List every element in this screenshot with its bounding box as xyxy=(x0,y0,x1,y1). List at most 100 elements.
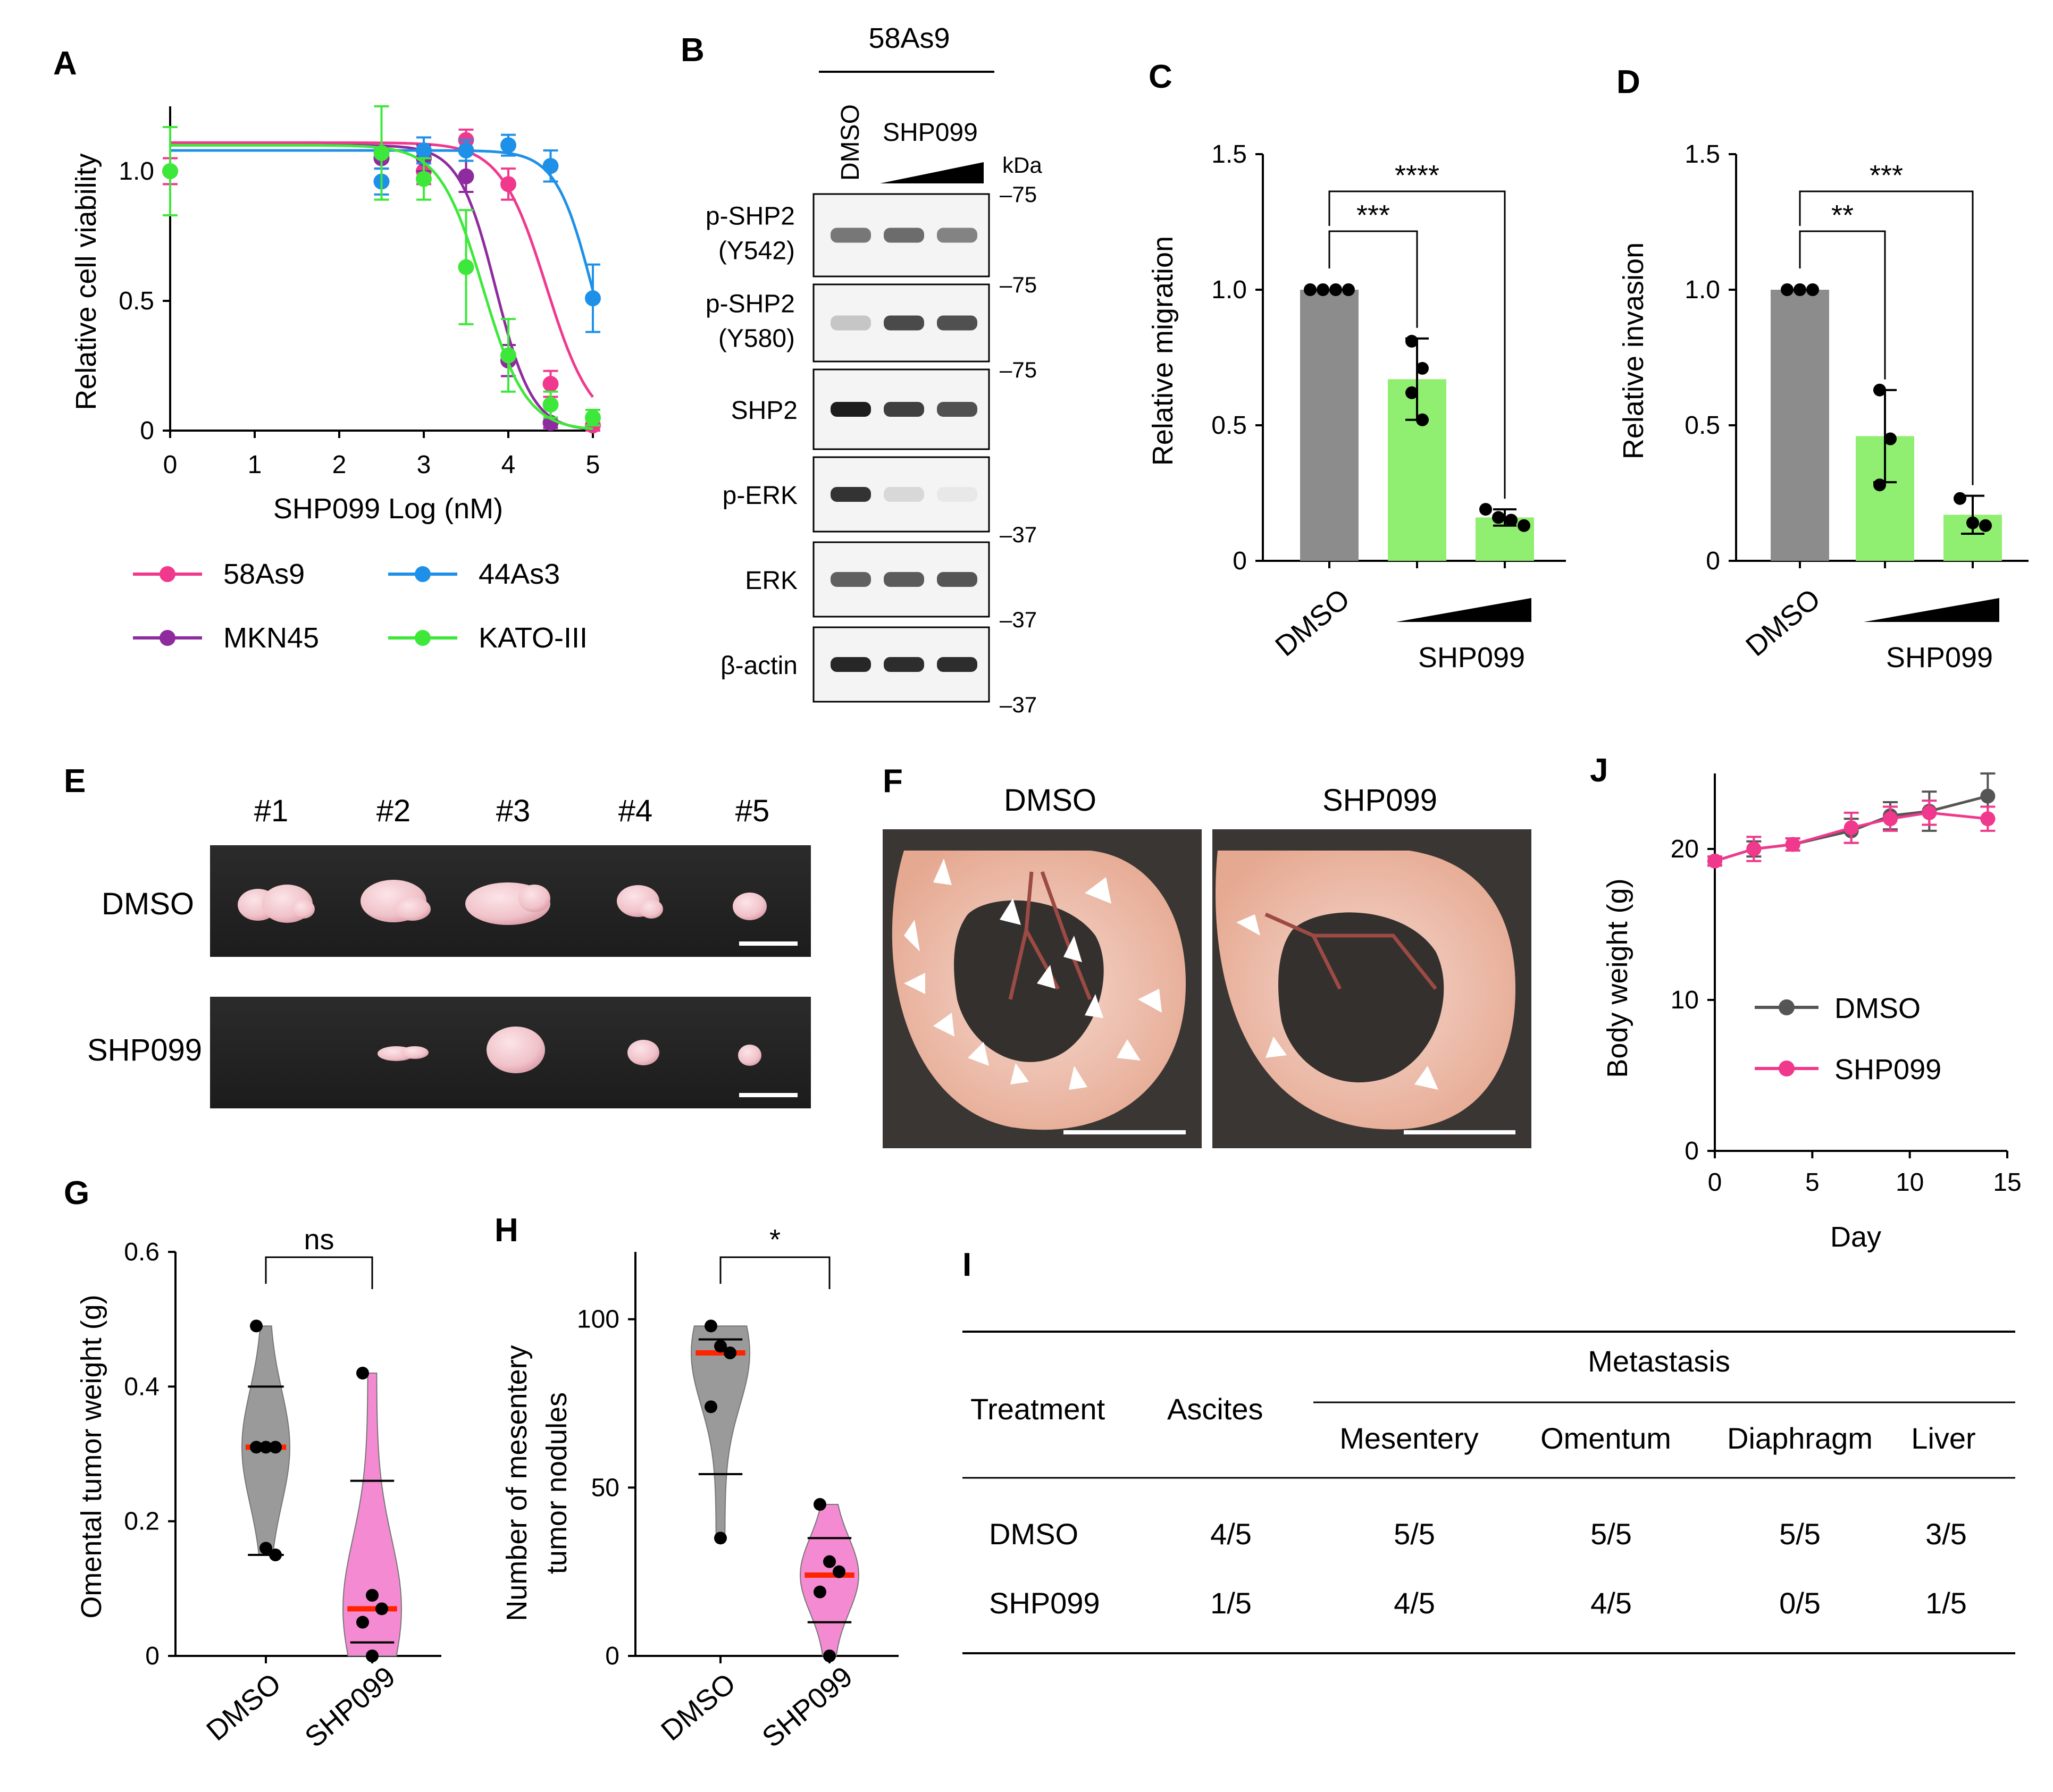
i-row1-liver: 3/5 xyxy=(1925,1517,1967,1551)
h-x-label: DMSO xyxy=(655,1667,742,1747)
g-data-point xyxy=(250,1441,263,1454)
c-sig-bracket xyxy=(1328,190,1506,499)
i-row1-diaphragm: 5/5 xyxy=(1779,1517,1821,1551)
a-data-point xyxy=(500,347,516,364)
j-x-axis-label: Day xyxy=(1830,1221,1881,1253)
b-band xyxy=(831,572,871,587)
d-x-label-dmso: DMSO xyxy=(1740,583,1826,662)
panel-label-g: G xyxy=(64,1175,89,1212)
b-kda-marker: –37 xyxy=(1000,522,1037,547)
c-bar xyxy=(1300,290,1359,561)
e-shp099-tumors xyxy=(378,1027,761,1073)
h-data-point xyxy=(814,1585,826,1599)
g-data-point xyxy=(356,1616,369,1629)
e-mouse-number: #1 xyxy=(254,794,289,828)
panel-label-c: C xyxy=(1149,58,1172,95)
c-sig-label: **** xyxy=(1395,159,1439,191)
j-legend-label: DMSO xyxy=(1834,992,1921,1024)
i-row2-mesentery: 4/5 xyxy=(1394,1586,1435,1620)
a-x-tick-label: 3 xyxy=(417,451,431,479)
d-sig-bracket xyxy=(1799,230,1886,380)
panel-label-f: F xyxy=(883,763,903,800)
e-row-shp099-label: SHP099 xyxy=(87,1033,202,1067)
a-x-tick-label: 2 xyxy=(332,451,347,479)
a-y-tick-label: 0.5 xyxy=(119,287,154,315)
b-band xyxy=(937,487,977,502)
i-header-treatment: Treatment xyxy=(970,1392,1105,1426)
j-data-point xyxy=(1843,820,1859,836)
i-row1-mesentery: 5/5 xyxy=(1394,1517,1435,1551)
panel-b: B 58As9 DMSO SHP099 kDa p-SHP2(Y542)–75p… xyxy=(681,22,1042,717)
j-legend-label: SHP099 xyxy=(1834,1054,1941,1086)
g-y-tick-label: 0.2 xyxy=(124,1508,160,1536)
a-data-point xyxy=(542,397,559,413)
b-band xyxy=(831,402,871,417)
j-x-tick-label: 15 xyxy=(1993,1168,2021,1197)
a-x-tick-label: 4 xyxy=(501,451,516,479)
a-data-point xyxy=(585,409,601,426)
panel-a: A 0 1 2 3 4 500.51.0 Relative cell viability … xyxy=(53,45,601,654)
i-row2-ascites: 1/5 xyxy=(1210,1586,1252,1620)
g-y-tick-label: 0.6 xyxy=(124,1238,160,1266)
f-shp099-mesentery-photo xyxy=(1212,829,1531,1148)
a-data-point xyxy=(162,163,178,179)
b-row-label: SHP2 xyxy=(731,397,798,425)
a-data-point xyxy=(542,376,559,392)
panel-j: J 0 5 10 15 0 10 20 Body weight (g) Day DMSO SH… xyxy=(1590,752,2022,1253)
e-mouse-number: #5 xyxy=(735,794,770,828)
a-data-point xyxy=(373,145,390,161)
d-data-point xyxy=(1781,283,1794,296)
c-y-tick-label: 0.5 xyxy=(1211,411,1247,440)
g-x-label: DMSO xyxy=(200,1667,287,1747)
a-x-axis-label: SHP099 Log (nM) xyxy=(273,493,503,525)
j-x-tick-label: 10 xyxy=(1896,1168,1924,1197)
c-data-point xyxy=(1342,283,1355,296)
c-data-point xyxy=(1405,386,1418,399)
e-mouse-numbers: #1 #2 #3 #4 #5 xyxy=(254,794,770,828)
i-row1-ascites: 4/5 xyxy=(1210,1517,1252,1551)
b-blot-rows: p-SHP2 (Y542) –75 p-SHP2 (Y580) –75 SHP2 –75 p-E… xyxy=(706,182,1037,717)
h-y-tick-label: 50 xyxy=(591,1474,619,1502)
c-data-point xyxy=(1405,334,1418,348)
d-y-tick-label: 0 xyxy=(1706,547,1720,575)
g-y-axis-label: Omental tumor weight (g) xyxy=(76,1294,107,1618)
b-band xyxy=(884,657,924,672)
b-band xyxy=(937,228,977,243)
h-data-point xyxy=(724,1347,736,1359)
b-band xyxy=(884,487,924,502)
a-data-point xyxy=(542,158,559,174)
g-violin xyxy=(241,1325,290,1555)
c-data-point xyxy=(1479,503,1492,516)
a-legend-label: KATO-III xyxy=(479,622,588,654)
j-legend: DMSO SHP099 xyxy=(1755,992,1941,1086)
dose-response-plot: 0 1 2 3 4 5 0 0.5 1.0 xyxy=(119,105,601,479)
h-data-point xyxy=(714,1340,727,1353)
panel-e: E #1 #2 #3 #4 #5 DMSO SHP099 xyxy=(64,763,811,1108)
h-data-point xyxy=(823,1555,836,1568)
g-x-label: SHP099 xyxy=(299,1661,401,1754)
g-violin xyxy=(342,1373,403,1656)
b-dose-wedge xyxy=(880,162,984,183)
g-sig-bracket xyxy=(265,1256,373,1289)
c-data-point xyxy=(1518,519,1530,532)
panel-d: D 00.51.01.5*****DMSO SHP099 Relative inv… xyxy=(1616,64,2029,674)
i-row2-liver: 1/5 xyxy=(1925,1586,1967,1620)
b-band xyxy=(884,402,924,417)
g-sig-label: ns xyxy=(304,1224,334,1256)
b-band xyxy=(884,315,924,331)
e-mouse-number: #2 xyxy=(376,794,411,828)
f-dmso-title: DMSO xyxy=(1004,783,1096,818)
panel-label-i: I xyxy=(962,1247,971,1283)
a-x-tick-label: 5 xyxy=(586,451,600,479)
d-data-point xyxy=(1966,516,1979,529)
d-x-label-shp099: SHP099 xyxy=(1886,642,1993,674)
a-legend-marker xyxy=(160,630,175,646)
g-data-point xyxy=(375,1602,388,1616)
e-mouse-number: #3 xyxy=(496,794,531,828)
g-data-point xyxy=(269,1549,282,1561)
h-sig-bracket xyxy=(719,1256,831,1289)
a-data-point xyxy=(585,290,601,307)
a-legend-marker xyxy=(160,566,175,582)
d-data-point xyxy=(1873,383,1886,397)
panel-i: I Treatment Ascites Metastasis Mesentery… xyxy=(962,1247,2015,1654)
